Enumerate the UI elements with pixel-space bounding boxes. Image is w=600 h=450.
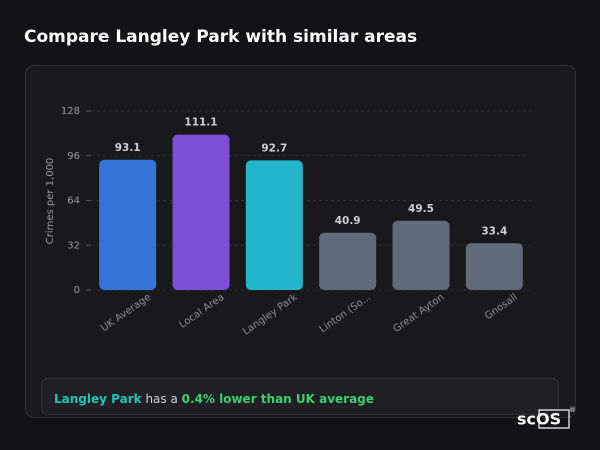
summary-box [41, 378, 559, 415]
logo: scOS ® [517, 406, 576, 429]
summary-area: Langley Park [54, 392, 143, 406]
value-label: 92.7 [261, 142, 287, 154]
value-label: 40.9 [335, 215, 361, 227]
y-tick-label: 0 [74, 285, 80, 296]
bar [245, 160, 303, 290]
y-tick-label: 32 [67, 240, 80, 251]
bar [392, 220, 450, 290]
summary: Langley Park has a 0.4% lower than UK av… [54, 392, 374, 406]
bar [99, 159, 157, 290]
summary-text: has a [145, 392, 177, 406]
page-title: Compare Langley Park with similar areas [24, 27, 417, 47]
bar [465, 243, 523, 290]
value-label: 49.5 [408, 203, 434, 215]
value-label: 33.4 [481, 225, 507, 237]
y-tick-label: 64 [67, 196, 80, 207]
y-tick-label: 128 [61, 106, 80, 117]
bar [319, 232, 377, 290]
value-label: 93.1 [115, 142, 141, 154]
y-axis-label: Crimes per 1,000 [45, 158, 56, 245]
value-label: 111.1 [184, 117, 217, 129]
logo-mark: ® [569, 406, 576, 414]
logo-text: scOS [517, 410, 561, 429]
bar [172, 134, 230, 290]
logo-frame [538, 409, 570, 429]
y-tick-label: 96 [67, 151, 80, 162]
summary-highlight: 0.4% lower than UK average [182, 392, 374, 406]
